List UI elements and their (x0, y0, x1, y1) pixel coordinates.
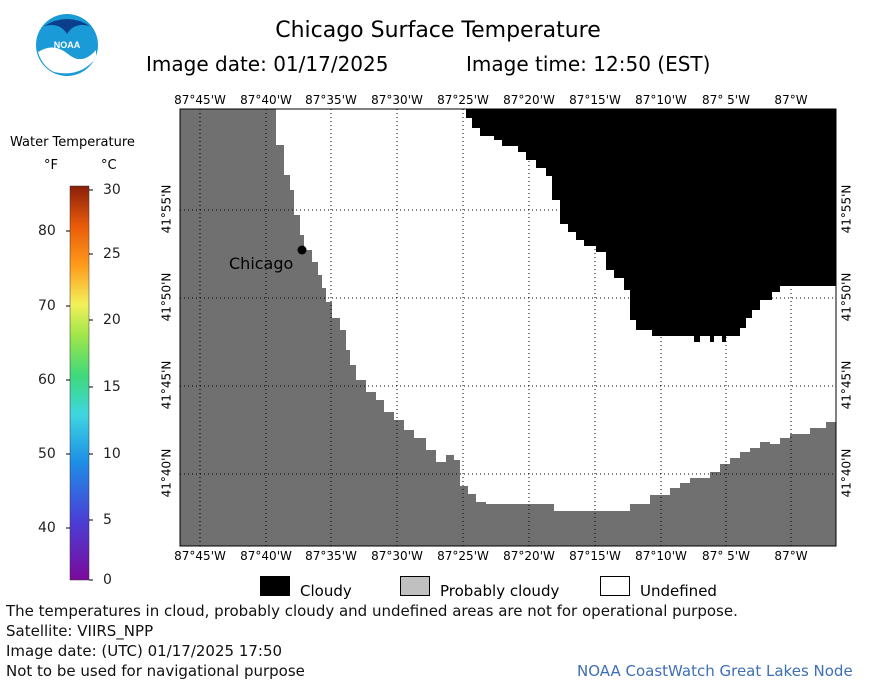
image-time: Image time: 12:50 (EST) (466, 52, 711, 76)
noaa-logo-text: NOAA (54, 40, 81, 50)
c-tick-label: 10 (103, 446, 121, 462)
lon-tick-top: 87°30'W (371, 93, 423, 107)
f-tick-label: 40 (38, 520, 56, 536)
footer-credit: NOAA CoastWatch Great Lakes Node (577, 662, 853, 680)
lon-tick-top: 87°40'W (240, 93, 292, 107)
lat-tick-right: 41°40'N (839, 448, 854, 498)
legend-swatch-cloudy (260, 576, 290, 596)
colorbar-gradient (69, 185, 90, 581)
lon-tick-bottom: 87°35'W (305, 549, 357, 563)
lat-tick-right: 41°50'N (839, 272, 854, 322)
lon-tick-bottom: 87°20'W (503, 549, 555, 563)
noaa-logo: NOAA (36, 14, 98, 76)
lon-tick-bottom: 87°45'W (174, 549, 226, 563)
lon-tick-bottom: 87° 5'W (702, 549, 750, 563)
legend-label-cloudy: Cloudy (300, 582, 352, 600)
lat-tick-left: 41°40'N (159, 448, 174, 498)
map-frame (179, 108, 837, 547)
c-tick-label: 5 (103, 512, 112, 528)
image-date: Image date: 01/17/2025 (146, 52, 389, 76)
lat-tick-right: 41°45'N (839, 360, 854, 410)
land-area (180, 109, 836, 546)
legend-swatch-undefined (600, 576, 630, 596)
c-tick-label: 0 (103, 572, 112, 588)
colorbar (66, 185, 93, 581)
lon-tick-top: 87°35'W (305, 93, 357, 107)
footer-satellite: Satellite: VIIRS_NPP (6, 622, 154, 640)
lon-tick-bottom: 87°40'W (240, 549, 292, 563)
legend-label-probably-cloudy: Probably cloudy (440, 582, 560, 600)
lon-tick-bottom: 87°30'W (371, 549, 423, 563)
f-tick-label: 70 (38, 298, 56, 314)
f-tick-label: 80 (38, 223, 56, 239)
lat-tick-left: 41°50'N (159, 272, 174, 322)
lon-tick-top: 87°45'W (174, 93, 226, 107)
lon-tick-bottom: 87°10'W (635, 549, 687, 563)
c-tick-label: 30 (103, 182, 121, 198)
lat-tick-right: 41°55'N (839, 184, 854, 234)
grid-lines (180, 109, 836, 546)
footer-nav-warning: Not to be used for navigational purpose (6, 662, 305, 680)
colorbar-title: Water Temperature (10, 135, 135, 150)
lon-tick-top: 87°W (774, 93, 808, 107)
unit-celsius: °C (101, 158, 117, 173)
lon-tick-top: 87°25'W (437, 93, 489, 107)
lon-tick-top: 87° 5'W (702, 93, 750, 107)
f-tick-label: 60 (38, 372, 56, 388)
page-title: Chicago Surface Temperature (275, 18, 601, 43)
c-tick-label: 25 (103, 246, 121, 262)
c-tick-label: 15 (103, 379, 121, 395)
lat-tick-left: 41°45'N (159, 360, 174, 410)
legend-swatch-probably-cloudy (400, 576, 430, 596)
c-tick-label: 20 (103, 312, 121, 328)
cloud-area (466, 109, 836, 342)
legend-label-undefined: Undefined (640, 582, 717, 600)
lat-tick-left: 41°55'N (159, 184, 174, 234)
unit-fahrenheit: °F (44, 158, 58, 173)
chicago-marker (297, 245, 307, 255)
city-label-chicago: Chicago (229, 254, 294, 273)
footer-note: The temperatures in cloud, probably clou… (6, 602, 738, 620)
lon-tick-bottom: 87°15'W (569, 549, 621, 563)
lon-tick-bottom: 87°W (774, 549, 808, 563)
lon-tick-top: 87°10'W (635, 93, 687, 107)
lon-tick-top: 87°15'W (569, 93, 621, 107)
f-tick-label: 50 (38, 446, 56, 462)
lon-tick-top: 87°20'W (503, 93, 555, 107)
footer-utc-date: Image date: (UTC) 01/17/2025 17:50 (6, 642, 283, 660)
lon-tick-bottom: 87°25'W (437, 549, 489, 563)
